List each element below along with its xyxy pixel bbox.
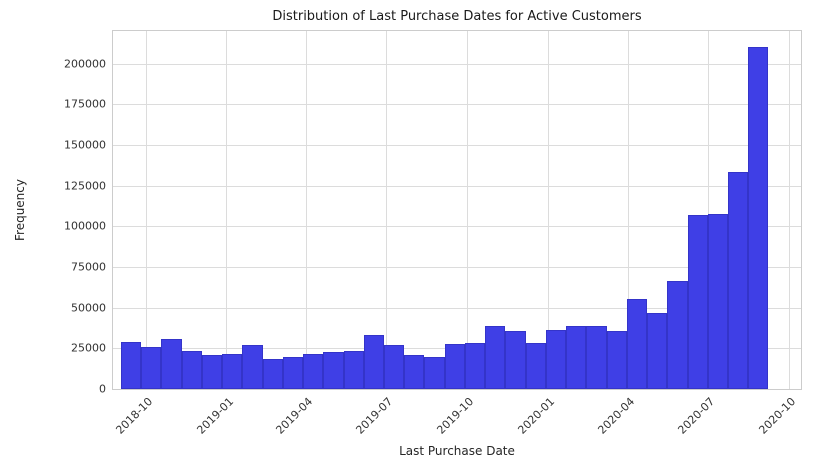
y-tick-label: 25000 [71,341,106,355]
y-tick-label: 75000 [71,260,106,274]
gridline-vertical [788,31,790,389]
gridline-horizontal [113,63,801,65]
histogram-bar [626,298,648,389]
histogram-bar [404,354,425,389]
histogram-bar [141,346,162,389]
gridline-horizontal [113,226,801,228]
histogram-bar [424,357,445,389]
gridline-horizontal [113,266,801,268]
histogram-bar [505,331,526,389]
gridline-horizontal [113,185,801,187]
histogram-bar [566,326,587,389]
histogram-bar [545,329,567,389]
y-tick-label: 125000 [64,179,106,193]
histogram-bar [181,350,202,389]
gridline-vertical [707,31,709,389]
x-tick-label: 2019-04 [273,395,315,437]
y-axis-title: Frequency [13,179,27,241]
gridline-vertical [305,31,307,389]
histogram-bar [161,338,182,389]
x-axis-title: Last Purchase Date [399,444,515,458]
histogram-bar [464,343,486,389]
x-tick-label: 2018-10 [113,395,155,437]
x-tick-label: 2019-01 [193,395,236,437]
histogram-bar [323,352,344,389]
chart-title: Distribution of Last Purchase Dates for … [272,9,642,24]
histogram-bar [727,171,749,389]
y-tick-label: 150000 [64,138,106,152]
gridline-horizontal [113,307,801,309]
gridline-horizontal [113,104,801,106]
gridline-vertical [145,31,147,389]
gridline-vertical [627,31,629,389]
y-tick-label: 100000 [64,219,106,233]
gridline-vertical [226,31,228,389]
histogram-bar [707,214,728,389]
y-tick-label: 0 [99,382,106,396]
histogram-bar [667,280,688,389]
histogram-bar [647,313,668,389]
histogram-bar [383,345,405,389]
histogram-bar [586,325,607,389]
histogram-bar [525,342,546,389]
gridline-vertical [385,31,387,389]
x-tick-label: 2019-10 [434,395,476,437]
y-tick-label: 50000 [71,301,106,315]
histogram-bar [444,344,465,389]
histogram-bar [485,325,506,389]
x-tick-label: 2019-07 [353,395,395,437]
histogram-bar [687,214,708,389]
histogram-bar [606,331,627,389]
histogram-bar [282,357,304,389]
histogram-bar [363,335,384,389]
histogram-bar [748,47,769,389]
x-tick-label: 2020-01 [515,395,557,437]
histogram-bar [201,354,223,389]
gridline-horizontal [113,144,801,146]
histogram-bar [222,354,243,389]
x-tick-label: 2020-07 [675,395,717,437]
histogram-bar [262,358,283,389]
gridline-vertical [547,31,549,389]
gridline-vertical [466,31,468,389]
x-tick-label: 2020-10 [756,395,798,437]
y-tick-label: 200000 [64,57,106,71]
gridline-horizontal [113,389,801,390]
histogram-bar [242,345,263,389]
x-tick-label: 2020-04 [595,395,637,437]
plot-area [112,30,802,390]
histogram-bar [120,341,142,389]
y-tick-label: 175000 [64,97,106,111]
histogram-bar [343,350,364,389]
histogram-bar [303,354,324,389]
